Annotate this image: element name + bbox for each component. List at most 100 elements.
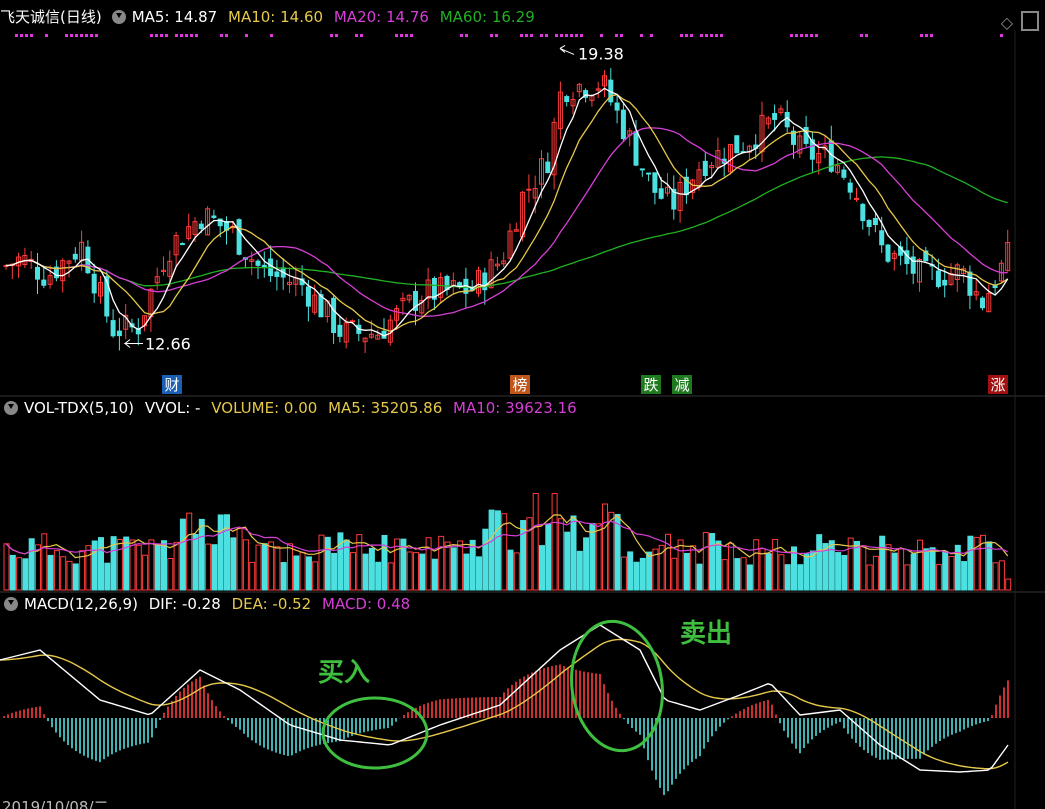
candle-body <box>205 208 211 236</box>
volume-bar <box>350 552 356 591</box>
event-dot <box>560 34 563 37</box>
volume-bar <box>898 548 905 591</box>
volume-bar <box>98 537 104 591</box>
volume-bar <box>652 548 659 591</box>
candle-body <box>835 165 841 173</box>
volume-bar <box>444 541 451 591</box>
event-dot <box>790 34 793 37</box>
event-dot <box>920 34 923 37</box>
candle-body <box>104 276 110 317</box>
volume-bar <box>66 560 73 591</box>
candle-body <box>154 276 160 284</box>
candle-body <box>557 91 563 130</box>
candle-body <box>444 275 450 290</box>
volume-bar <box>841 554 848 591</box>
dropdown-icon[interactable] <box>4 400 18 415</box>
volume-bar <box>192 533 199 591</box>
volume-bar <box>312 561 319 591</box>
volume-bar <box>784 564 791 591</box>
event-dot <box>530 34 533 37</box>
volume-bar <box>677 539 684 591</box>
candle-body <box>665 186 670 194</box>
volume-bar <box>860 545 867 591</box>
volume-bar <box>803 553 810 591</box>
volume-bar <box>299 551 306 591</box>
volume-bar <box>532 493 539 591</box>
volume-bar <box>305 556 312 591</box>
volume-bar <box>709 533 716 591</box>
candle-body <box>803 126 809 144</box>
volume-bar <box>627 551 634 591</box>
volume-bar <box>419 553 426 591</box>
candle-body <box>507 230 513 259</box>
candle-body <box>917 258 922 283</box>
event-dot <box>720 34 723 37</box>
event-dot <box>570 34 573 37</box>
dropdown-icon[interactable] <box>111 9 126 24</box>
volume-bar <box>589 523 596 591</box>
low-label: 12.66 <box>145 334 191 353</box>
volume-bar <box>753 539 760 591</box>
event-dot <box>710 34 713 37</box>
volume-bar <box>116 538 123 591</box>
volume-bar <box>980 534 986 591</box>
event-dot <box>620 34 623 37</box>
candle-body <box>123 314 129 330</box>
volume-bar <box>683 552 690 591</box>
dif-label: DIF: -0.28 <box>148 595 221 613</box>
event-dot <box>700 34 703 37</box>
event-dot <box>540 34 543 37</box>
toolbar: ◇ <box>993 8 1039 32</box>
ma10-line <box>5 94 1009 332</box>
event-dot <box>520 34 523 37</box>
volume-bar <box>973 536 980 591</box>
volume-bar <box>431 558 438 591</box>
volume-bar <box>230 537 237 591</box>
volume-bar <box>929 547 936 591</box>
event-dot <box>90 34 93 37</box>
volume-bar <box>620 556 627 591</box>
sell-label: 卖出 <box>680 619 732 649</box>
candle-body <box>331 297 337 333</box>
volume-bar <box>53 550 60 591</box>
dea-line <box>0 638 1009 770</box>
event-dot <box>545 34 548 37</box>
candle-body <box>66 260 72 264</box>
volume-bar <box>217 514 224 591</box>
candle-body <box>545 161 551 174</box>
panel-toggle-icon[interactable] <box>1021 11 1039 31</box>
volume-bar <box>772 539 779 591</box>
event-dot <box>150 34 153 37</box>
event-dot <box>615 34 618 37</box>
candle-body <box>967 271 973 296</box>
event-dot <box>580 34 583 37</box>
volume-bar <box>557 518 564 591</box>
dropdown-icon[interactable] <box>4 596 18 611</box>
volume-bar <box>249 561 256 591</box>
candle-body <box>211 215 217 219</box>
ma60-label: MA60: 16.29 <box>439 8 535 26</box>
candle-body <box>860 203 866 222</box>
candle-body <box>690 179 696 193</box>
candle-body <box>3 265 9 268</box>
event-dot <box>245 34 248 37</box>
volume-bar <box>28 538 35 591</box>
event-dot <box>680 34 683 37</box>
volume-bar <box>72 563 79 591</box>
candle-body <box>652 172 658 193</box>
event-dot <box>865 34 868 37</box>
event-dot <box>155 34 158 37</box>
candle-body <box>583 90 589 98</box>
high-label: 19.38 <box>578 44 624 63</box>
volume-bar <box>910 553 917 591</box>
volume-bar <box>866 564 873 591</box>
volume-bar <box>280 562 287 591</box>
event-dot <box>495 34 498 37</box>
volume-bar <box>734 558 741 591</box>
volume-bar <box>85 545 92 591</box>
diamond-icon[interactable]: ◇ <box>1000 13 1013 32</box>
candle-body <box>375 334 381 340</box>
volume-bar <box>482 528 489 591</box>
volume-bar <box>135 544 142 591</box>
